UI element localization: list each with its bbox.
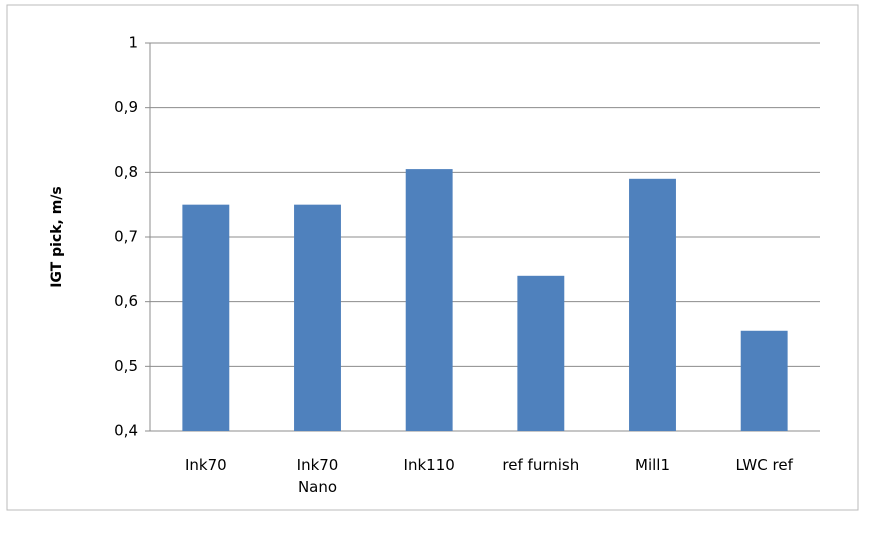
y-tick-label: 0,8 [114,163,138,181]
bar [182,204,230,431]
bar [740,330,788,431]
y-tick-label: 0,5 [114,357,138,375]
y-tick-label: 1 [128,34,138,52]
x-tick-label: Ink70 Nano [296,456,339,496]
x-tick-label: ref furnish [502,456,580,474]
x-tick-label: Ink70 [184,456,227,474]
y-tick-label: 0,9 [114,98,138,116]
y-axis-label: IGT pick, m/s [49,186,65,288]
y-tick-label: 0,6 [114,292,138,310]
x-tick-label: LWC ref [735,456,793,474]
bar [629,178,676,431]
bar [405,169,453,431]
bar [517,275,565,431]
y-tick-label: 0,4 [114,422,138,440]
x-tick-label: Ink110 [403,456,455,474]
bar [294,204,341,431]
x-tick-label: Mill1 [635,456,670,474]
y-tick-label: 0,7 [114,228,138,246]
